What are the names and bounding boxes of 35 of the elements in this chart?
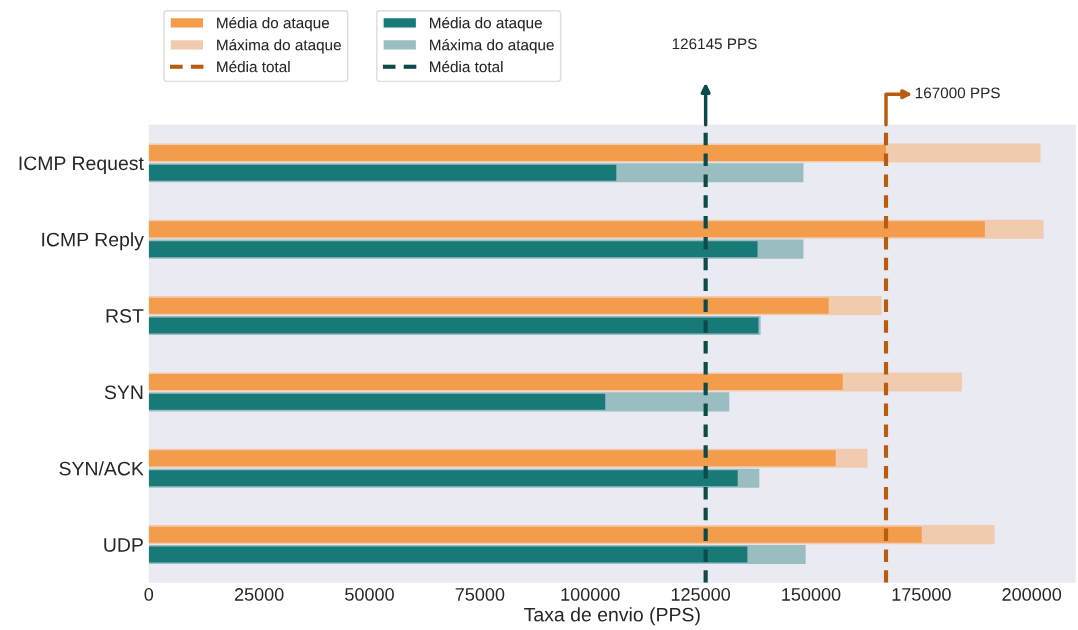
x-tick-label: 150000 — [782, 588, 841, 601]
x-tick-label: 0 — [144, 588, 154, 601]
x-tick-label: 75000 — [455, 588, 505, 601]
x-tick-label: 125000 — [671, 588, 731, 601]
legend-label: Média total — [217, 60, 290, 73]
y-tick-label: SYN/ACK — [59, 461, 144, 476]
legend-label: Máxima do ataque — [430, 38, 554, 54]
text: 167000 PPS — [915, 87, 1000, 99]
bar — [148, 144, 887, 161]
y-tick-label: UDP — [104, 538, 143, 552]
y-tick-label: SYN — [104, 385, 143, 400]
bar — [148, 526, 922, 543]
bar — [148, 241, 758, 258]
x-tick-label: 50000 — [345, 588, 394, 601]
legend-label: Média do ataque — [217, 16, 330, 32]
x-tick-label: 200000 — [1002, 588, 1062, 601]
x-tick-label: 175000 — [892, 588, 951, 601]
legend-label: Média do ataque — [430, 16, 542, 32]
bar — [148, 164, 617, 181]
bar — [148, 297, 829, 314]
legend-label: Máxima do ataque — [217, 38, 341, 54]
text: 126145 PPS — [672, 38, 757, 50]
bar — [148, 373, 843, 390]
legend-label: Média total — [430, 60, 503, 73]
bar — [148, 450, 836, 467]
bar — [148, 221, 985, 238]
x-axis-title: Taxa de envio (PPS) — [524, 607, 700, 626]
x-tick-label: 25000 — [234, 588, 284, 601]
bar — [148, 393, 606, 410]
y-tick-label: RST — [106, 309, 144, 323]
bar — [148, 470, 738, 487]
y-tick-label: ICMP Reply — [42, 232, 144, 251]
x-tick-label: 100000 — [561, 588, 620, 601]
bar — [148, 546, 748, 563]
y-tick-label: ICMP Request — [19, 156, 144, 174]
